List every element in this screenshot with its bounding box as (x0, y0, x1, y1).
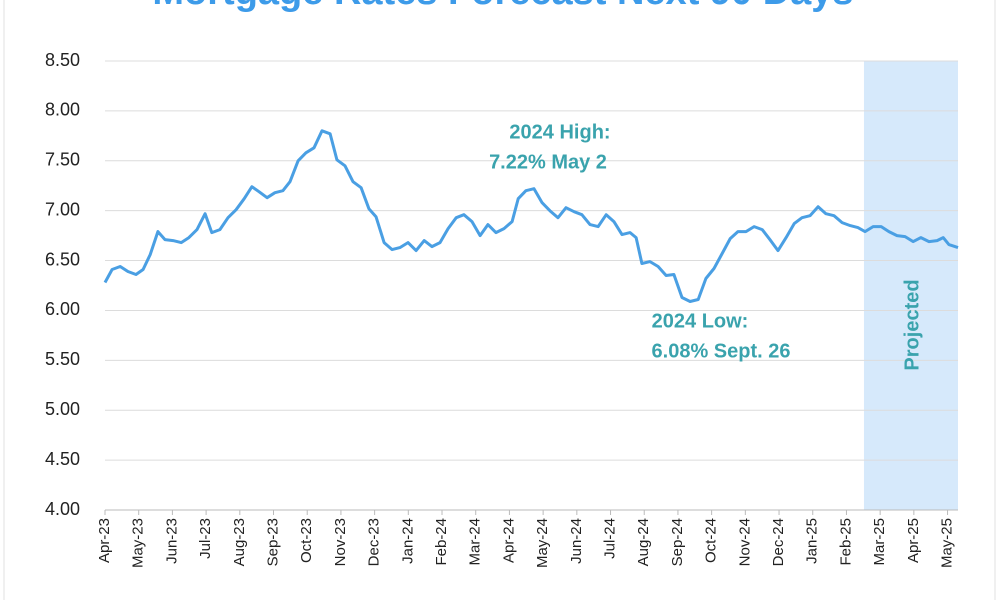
rate-line (103, 129, 959, 303)
x-tick-label: Dec-23 (366, 518, 383, 566)
x-tick-label: Jan-24 (399, 518, 416, 564)
y-tick-label: 7.00 (45, 199, 80, 219)
x-tick-label: Mar-25 (871, 518, 888, 566)
x-tick-label: May-24 (534, 518, 551, 568)
projected-region (863, 61, 958, 510)
x-tick-label: Feb-25 (837, 518, 854, 566)
y-tick-label: 5.00 (45, 399, 80, 419)
x-tick-label: Dec-24 (770, 518, 787, 566)
y-tick-label: 5.50 (45, 349, 80, 369)
x-tick-label: Feb-24 (433, 518, 450, 566)
x-tick-label: Mar-24 (467, 518, 484, 566)
x-tick-label: Jun-24 (568, 518, 585, 564)
x-tick-label: May-23 (130, 518, 147, 568)
annotation: 7.22% May 2 (489, 151, 607, 173)
x-tick-label: Apr-24 (500, 518, 517, 563)
x-tick-label: Jul-23 (197, 518, 214, 559)
x-tick-label: Aug-23 (231, 518, 248, 566)
y-tick-label: 8.50 (45, 50, 80, 70)
annotation: 6.08% Sept. 26 (652, 340, 791, 362)
x-tick-label: Nov-23 (332, 518, 349, 566)
x-tick-label: Apr-23 (96, 518, 113, 563)
y-tick-label: 7.50 (45, 150, 80, 170)
panel (3, 0, 996, 600)
chart-title: Mortgage Rates Forecast Next 90 Days (152, 0, 853, 13)
y-tick-label: 4.00 (45, 499, 80, 519)
x-tick-label: Nov-24 (736, 518, 753, 566)
projected-label: Projected (901, 279, 923, 370)
x-tick-label: Oct-24 (703, 518, 720, 563)
x-tick-label: Oct-23 (298, 518, 315, 563)
x-tick-label: Aug-24 (635, 518, 652, 566)
y-tick-label: 8.00 (45, 100, 80, 120)
x-tick-label: Jan-25 (804, 518, 821, 564)
x-tick-label: Apr-25 (905, 518, 922, 563)
x-tick-label: Jun-23 (163, 518, 180, 564)
annotation: 2024 High: (509, 121, 610, 143)
x-tick-label: Sep-23 (264, 518, 281, 566)
y-tick-label: 4.50 (45, 449, 80, 469)
annotation: 2024 Low: (652, 310, 749, 332)
x-tick-label: May-25 (939, 518, 956, 568)
y-tick-label: 6.00 (45, 299, 80, 319)
x-tick-label: Jul-24 (602, 518, 619, 559)
x-tick-label: Sep-24 (669, 518, 686, 566)
y-tick-label: 6.50 (45, 249, 80, 269)
